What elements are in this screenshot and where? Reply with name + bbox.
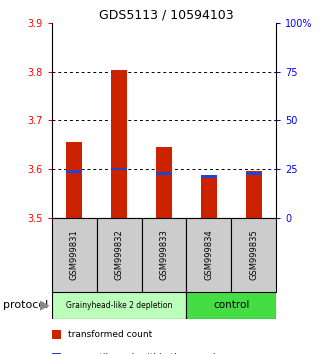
Bar [97, 218, 142, 292]
Bar [156, 147, 172, 218]
Bar [246, 171, 262, 218]
Text: transformed count: transformed count [68, 330, 152, 339]
Text: GDS5113 / 10594103: GDS5113 / 10594103 [99, 9, 234, 22]
Bar [52, 292, 186, 319]
Bar [246, 172, 262, 175]
Bar [52, 218, 97, 292]
Text: ▶: ▶ [40, 299, 50, 312]
Text: GSM999834: GSM999834 [204, 229, 213, 280]
Bar [142, 218, 186, 292]
Bar [231, 218, 276, 292]
Text: GSM999832: GSM999832 [115, 229, 124, 280]
Text: GSM999831: GSM999831 [70, 229, 79, 280]
Text: protocol: protocol [3, 300, 49, 310]
Bar [201, 175, 217, 178]
Bar [111, 167, 127, 171]
Bar [111, 70, 127, 218]
Text: GSM999835: GSM999835 [249, 229, 258, 280]
Bar [156, 172, 172, 175]
Bar [66, 170, 82, 173]
Text: control: control [213, 300, 250, 310]
Text: percentile rank within the sample: percentile rank within the sample [68, 353, 221, 354]
Bar [186, 218, 231, 292]
Text: GSM999833: GSM999833 [160, 229, 168, 280]
Text: Grainyhead-like 2 depletion: Grainyhead-like 2 depletion [66, 301, 172, 310]
Bar [201, 176, 217, 218]
Bar [66, 142, 82, 218]
Bar [186, 292, 276, 319]
